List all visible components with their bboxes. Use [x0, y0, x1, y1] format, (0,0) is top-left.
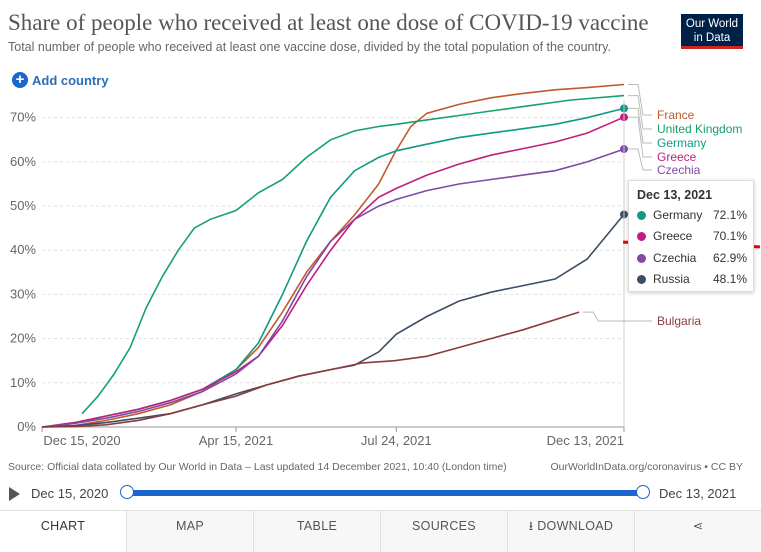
tooltip-date: Dec 13, 2021 [637, 188, 713, 202]
timeline: Dec 15, 2020 Dec 13, 2021 [0, 484, 761, 504]
tooltip-dot [637, 210, 646, 220]
tab-table[interactable]: TABLE [254, 511, 381, 552]
legend-connector [628, 116, 652, 158]
tooltip-country: Czechia [653, 251, 697, 265]
chart-tooltip: Dec 13, 2021 Germany 72.1% Greece 70.1% … [628, 180, 754, 292]
legend-label: Czechia [657, 163, 701, 177]
owid-logo[interactable]: Our World in Data [681, 14, 743, 48]
tooltip-dot [637, 231, 646, 241]
page-subtitle: Total number of people who received at l… [8, 40, 611, 54]
tab-download-label: DOWNLOAD [537, 519, 614, 533]
y-tick-label: 50% [10, 198, 36, 213]
tooltip-row: Czechia 62.9% [637, 251, 747, 265]
timeline-start-date: Dec 15, 2020 [31, 486, 109, 501]
legend-label: Greece [657, 150, 697, 164]
logo-accent-bar [681, 46, 743, 49]
legend-label: Bulgaria [657, 314, 701, 328]
timeline-end-date: Dec 13, 2021 [659, 486, 737, 501]
series-line-greece [41, 116, 625, 428]
play-icon[interactable] [9, 487, 20, 501]
legend-connector [628, 148, 652, 171]
series-line-france [41, 83, 625, 428]
tooltip-row: Germany 72.1% [637, 208, 747, 222]
tab-download[interactable]: ⭳ DOWNLOAD [508, 511, 635, 552]
download-icon: ⭳ [528, 519, 538, 533]
tooltip-dot [637, 253, 646, 263]
tooltip-dot [637, 274, 646, 284]
y-tick-label: 30% [10, 286, 36, 301]
x-tick-label: Apr 15, 2021 [199, 433, 273, 448]
timeline-start-handle[interactable] [120, 485, 134, 499]
share-icon: ⋖ [692, 519, 704, 533]
tooltip-value: 48.1% [712, 272, 747, 286]
legend-connector [583, 311, 652, 322]
tooltip-value: 72.1% [712, 208, 747, 222]
timeline-track[interactable] [127, 490, 643, 496]
y-tick-label: 60% [10, 154, 36, 169]
legend-connector [628, 107, 652, 144]
legend-label: Germany [657, 136, 706, 150]
series-line-germany [41, 107, 625, 428]
y-tick-label: 70% [10, 110, 36, 125]
series-line-czechia [41, 148, 625, 428]
legend-label: France [657, 108, 695, 122]
series-line-bulgaria [41, 311, 580, 428]
page-title: Share of people who received at least on… [8, 10, 649, 35]
logo-line-1: Our World [685, 18, 739, 30]
plus-circle-icon: + [12, 72, 28, 88]
tab-chart[interactable]: CHART [0, 511, 127, 552]
series-line-united-kingdom [81, 94, 625, 415]
tab-share[interactable]: ⋖ [635, 511, 761, 552]
tooltip-row: Greece 70.1% [637, 229, 747, 243]
tab-bar: CHART MAP TABLE SOURCES ⭳ DOWNLOAD ⋖ [0, 510, 761, 552]
y-tick-label: 0% [17, 419, 36, 434]
source-link[interactable]: OurWorldInData.org/coronavirus • CC BY [550, 461, 743, 473]
logo-line-2: in Data [693, 32, 731, 44]
tooltip-country: Germany [653, 208, 703, 222]
legend-label: United Kingdom [657, 122, 742, 136]
tooltip-country: Russia [653, 272, 690, 286]
tooltip-country: Greece [653, 229, 693, 243]
source-note: Source: Official data collated by Our Wo… [8, 461, 507, 473]
add-country-label: Add country [32, 72, 109, 88]
timeline-end-handle[interactable] [636, 485, 650, 499]
tooltip-value: 70.1% [712, 229, 747, 243]
tooltip-value: 62.9% [712, 251, 747, 265]
legend-connector [628, 84, 652, 116]
add-country-button[interactable]: + Add country [12, 72, 109, 88]
x-tick-label: Jul 24, 2021 [361, 433, 432, 448]
y-tick-label: 20% [10, 331, 36, 346]
x-tick-label: Dec 13, 2021 [547, 433, 624, 448]
line-chart[interactable]: 0% 10% 20% 30% 40% 50% 60% 70% Dec 15, 2020 Apr 1… [0, 0, 761, 460]
y-tick-label: 10% [10, 375, 36, 390]
tab-sources[interactable]: SOURCES [381, 511, 508, 552]
tab-map[interactable]: MAP [127, 511, 254, 552]
legend-connector [628, 95, 652, 130]
x-tick-label: Dec 15, 2020 [43, 433, 120, 448]
y-tick-label: 40% [10, 242, 36, 257]
tooltip-row: Russia 48.1% [637, 272, 747, 286]
